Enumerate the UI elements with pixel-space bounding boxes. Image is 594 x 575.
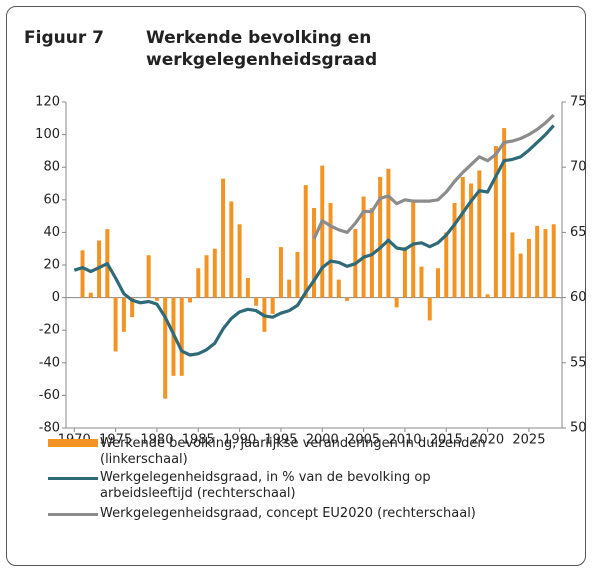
x-tick-label: 2015 bbox=[430, 433, 463, 448]
bar bbox=[295, 251, 300, 298]
bar bbox=[510, 232, 515, 298]
bar bbox=[146, 255, 151, 298]
y-tick-label: -20 bbox=[39, 323, 60, 338]
y2-tick-label: 60 bbox=[570, 290, 587, 305]
figure-label: Figuur 7 bbox=[24, 28, 104, 48]
y2-tick-label: 70 bbox=[570, 160, 587, 175]
bar bbox=[320, 165, 325, 298]
bar bbox=[188, 297, 192, 303]
legend-swatch bbox=[48, 506, 100, 522]
bar bbox=[460, 176, 465, 298]
bar bbox=[80, 250, 85, 298]
bar bbox=[121, 297, 126, 332]
y-tick-label: -40 bbox=[39, 355, 60, 370]
bar bbox=[179, 297, 184, 376]
bar bbox=[469, 183, 474, 298]
bar bbox=[444, 232, 449, 298]
bar bbox=[411, 201, 416, 298]
bar bbox=[345, 297, 350, 301]
line bbox=[312, 113, 555, 240]
chart-title: Werkende bevolking en werkgelegenheidsgr… bbox=[146, 28, 378, 70]
frame bbox=[6, 6, 586, 566]
bar bbox=[237, 224, 242, 298]
bar bbox=[154, 297, 159, 301]
bar bbox=[543, 229, 548, 298]
bar bbox=[518, 253, 523, 298]
legend-item: Werkgelegenheidsgraad, concept EU2020 (r… bbox=[48, 506, 500, 522]
bar bbox=[535, 225, 540, 298]
bar bbox=[278, 247, 283, 298]
bar bbox=[502, 128, 507, 298]
legend-item: Werkgelegenheidsgraad, in % van de bevol… bbox=[48, 470, 500, 502]
bar bbox=[452, 203, 457, 298]
bar bbox=[328, 203, 333, 298]
y-tick-label: 60 bbox=[43, 192, 60, 207]
bar bbox=[204, 255, 209, 298]
bar bbox=[212, 248, 217, 298]
bar bbox=[419, 266, 424, 298]
line bbox=[73, 124, 555, 357]
bar bbox=[245, 278, 250, 298]
legend-item: Werkende bevolking, jaarlijkse veranderi… bbox=[48, 436, 500, 468]
bar bbox=[402, 247, 407, 298]
bar bbox=[196, 268, 201, 298]
bar bbox=[361, 196, 366, 298]
x-tick-label: 1985 bbox=[182, 433, 215, 448]
x-tick-label: 2025 bbox=[512, 433, 545, 448]
bar bbox=[287, 279, 292, 298]
legend-swatch bbox=[48, 470, 100, 486]
x-tick-label: 2010 bbox=[388, 433, 421, 448]
bar bbox=[386, 168, 391, 298]
y2-tick-label: 55 bbox=[570, 355, 587, 370]
x-tick-label: 1990 bbox=[223, 433, 256, 448]
bar bbox=[163, 297, 168, 399]
bar bbox=[477, 170, 482, 298]
x-tick-label: 1980 bbox=[140, 433, 173, 448]
x-tick-label: 1975 bbox=[99, 433, 132, 448]
bar bbox=[312, 207, 316, 298]
x-tick-label: 1995 bbox=[264, 433, 297, 448]
bar bbox=[551, 224, 556, 298]
bar bbox=[394, 297, 399, 308]
y-tick-label: 40 bbox=[43, 225, 60, 240]
bar bbox=[493, 146, 498, 298]
y-tick-label: -60 bbox=[39, 388, 60, 403]
bar bbox=[229, 201, 234, 298]
legend-label: Werkgelegenheidsgraad, concept EU2020 (r… bbox=[100, 506, 476, 521]
x-tick-label: 2020 bbox=[471, 433, 504, 448]
bar bbox=[427, 297, 432, 321]
bar bbox=[254, 297, 259, 306]
bar bbox=[270, 297, 275, 314]
x-tick-label: 2000 bbox=[306, 433, 339, 448]
x-tick-label: 2005 bbox=[347, 433, 380, 448]
bar bbox=[336, 279, 341, 298]
y2-tick-label: 75 bbox=[570, 95, 587, 110]
y2-tick-label: 65 bbox=[570, 225, 587, 240]
bar bbox=[485, 294, 490, 298]
legend-label: Werkgelegenheidsgraad, in % van de bevol… bbox=[100, 470, 431, 501]
bar bbox=[526, 238, 531, 298]
bar bbox=[221, 178, 226, 298]
y-tick-label: 120 bbox=[35, 95, 60, 110]
y-tick-label: 0 bbox=[52, 290, 60, 305]
bar bbox=[130, 297, 135, 318]
bar bbox=[436, 268, 440, 298]
y2-tick-label: 50 bbox=[570, 421, 587, 436]
legend-swatch bbox=[48, 436, 100, 452]
bar bbox=[113, 297, 118, 352]
legend-label: Werkende bevolking, jaarlijkse veranderi… bbox=[100, 436, 486, 467]
bar bbox=[88, 292, 93, 298]
y-tick-label: -80 bbox=[39, 421, 60, 436]
bar bbox=[303, 185, 308, 298]
y-tick-label: 80 bbox=[43, 160, 60, 175]
bar bbox=[378, 176, 383, 298]
y-tick-label: 20 bbox=[43, 258, 60, 273]
y-tick-label: 100 bbox=[35, 127, 60, 142]
